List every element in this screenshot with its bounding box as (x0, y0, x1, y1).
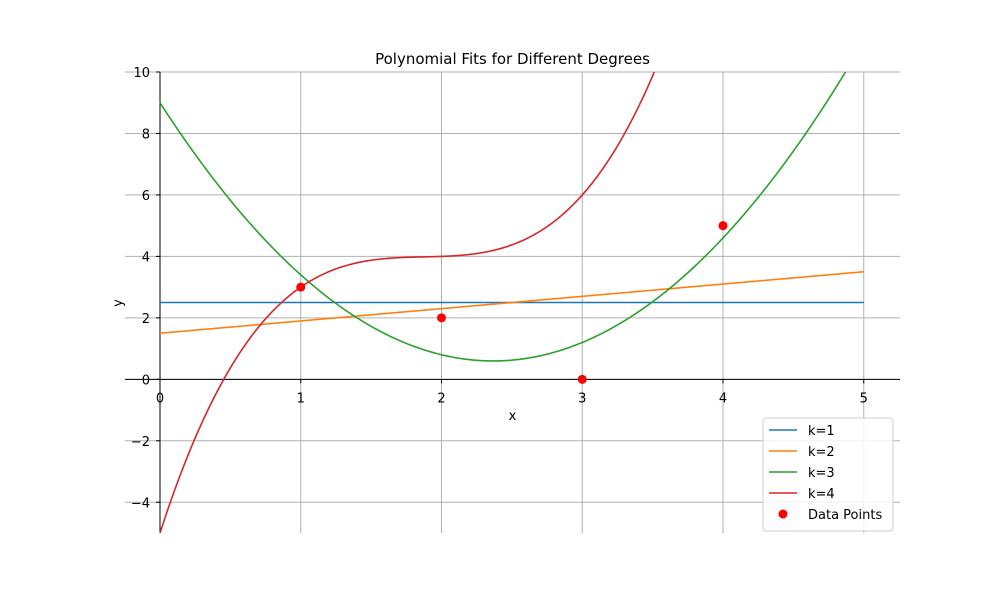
y-tick-label: −4 (131, 496, 150, 511)
series-group (159, 72, 864, 533)
chart-title: Polynomial Fits for Different Degrees (375, 50, 650, 68)
series-line-k3 (159, 72, 847, 362)
x-tick-label: 5 (860, 391, 868, 406)
data-point (437, 313, 446, 323)
legend-label: k=1 (808, 424, 835, 439)
y-tick-label: 8 (142, 127, 150, 142)
legend-label: k=2 (808, 445, 835, 460)
series-line-k2 (159, 270, 864, 335)
legend-box (762, 417, 894, 532)
x-tick-label: 4 (719, 391, 727, 406)
legend-label: k=4 (808, 487, 835, 502)
y-tick-label: 0 (142, 373, 150, 388)
tick-labels: 0 1 2 3 4 5 −4 −2 0 2 4 6 8 10 (131, 66, 868, 511)
y-tick-label: 10 (133, 66, 150, 81)
series-line-k4 (159, 72, 656, 533)
data-point (296, 282, 306, 292)
y-tick-label: −2 (131, 435, 150, 450)
x-tick-label: 1 (297, 391, 305, 406)
legend: k=1 k=2 k=3 k=4 Data Points (762, 417, 894, 532)
x-axis-label: x (509, 409, 517, 424)
data-points-group (296, 221, 728, 384)
y-tick-label: 2 (142, 312, 150, 327)
legend-marker-swatch (778, 509, 788, 519)
y-axis-label: y (111, 299, 126, 307)
x-tick-label: 0 (156, 391, 164, 406)
y-tick-label: 6 (142, 189, 150, 204)
legend-label: k=3 (808, 466, 835, 481)
x-tick-label: 2 (437, 391, 445, 406)
legend-label: Data Points (808, 508, 882, 523)
data-point (577, 374, 587, 384)
data-point (718, 221, 728, 231)
x-tick-label: 3 (578, 391, 586, 406)
y-tick-label: 4 (142, 250, 150, 265)
